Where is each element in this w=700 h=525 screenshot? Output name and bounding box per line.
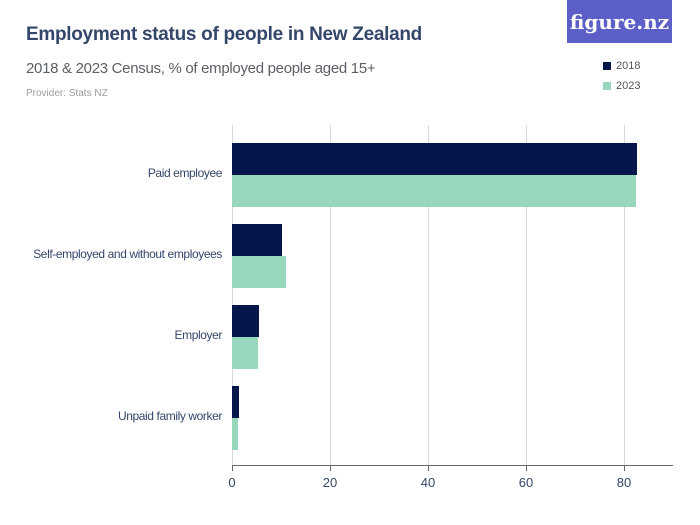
gridline: [526, 125, 527, 465]
x-tick: [526, 465, 527, 471]
x-tick-label: 0: [228, 475, 236, 490]
gridline: [624, 125, 625, 465]
chart-title: Employment status of people in New Zeala…: [26, 24, 422, 45]
legend-swatch-2018: [603, 62, 611, 70]
x-tick: [232, 465, 233, 471]
category-label: Paid employee: [147, 166, 223, 180]
x-tick: [624, 465, 625, 471]
gridline: [428, 125, 429, 465]
legend-item-2018: 2018: [603, 56, 640, 76]
bar-2023[interactable]: [232, 418, 238, 450]
x-tick-label: 60: [518, 475, 534, 490]
bar-2018[interactable]: [232, 386, 240, 418]
bar-2018[interactable]: [232, 305, 260, 337]
gridline: [232, 125, 233, 465]
x-tick-label: 40: [420, 475, 436, 490]
bar-2023[interactable]: [232, 256, 286, 288]
legend-swatch-2023: [603, 82, 611, 90]
bar-2023[interactable]: [232, 337, 258, 369]
legend-label: 2023: [616, 80, 641, 92]
x-tick: [428, 465, 429, 471]
chart-subtitle: 2018 & 2023 Census, % of employed people…: [26, 60, 376, 77]
x-tick: [330, 465, 331, 471]
provider-note: Provider: Stats NZ: [26, 88, 108, 99]
gridline: [330, 125, 331, 465]
x-tick-label: 20: [322, 475, 338, 490]
x-tick-label: 80: [616, 475, 632, 490]
bar-2023[interactable]: [232, 175, 636, 207]
legend-item-2023: 2023: [603, 76, 640, 96]
bar-2018[interactable]: [232, 143, 637, 175]
category-label: Unpaid family worker: [117, 409, 222, 423]
category-label: Employer: [174, 328, 223, 342]
category-label: Self-employed and without employees: [33, 247, 222, 261]
legend: 2018 2023: [603, 56, 640, 96]
legend-label: 2018: [616, 60, 641, 72]
bar-2018[interactable]: [232, 224, 283, 256]
x-axis: [232, 465, 673, 466]
figure-nz-logo[interactable]: figure.nz: [567, 0, 672, 43]
